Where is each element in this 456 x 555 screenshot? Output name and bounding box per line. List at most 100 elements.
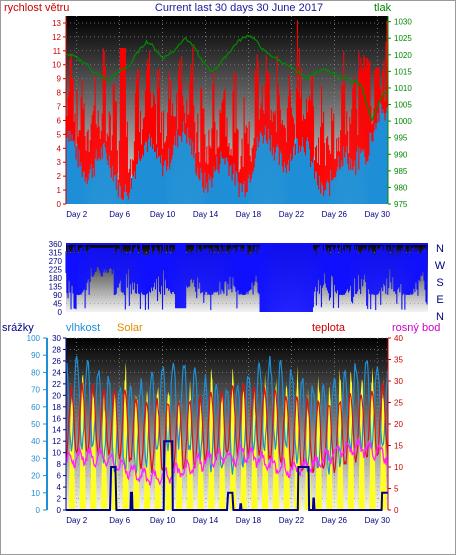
x-tick-label: Day 10 [150, 210, 176, 219]
compass-label: E [436, 294, 443, 306]
humidity-tick-label: 90 [31, 351, 40, 360]
rain-tick-label: 4 [57, 483, 62, 492]
humidity-tick-label: 10 [31, 489, 40, 498]
x-tick-label: Day 14 [193, 516, 219, 525]
x-tick-label: Day 30 [365, 210, 391, 219]
humidity-axis-label: vlhkost [66, 322, 100, 334]
wind-tick-label: 1 [57, 186, 62, 195]
direction-tick-label: 180 [49, 274, 63, 283]
wind-speed-axis-label: rychlost větru [4, 2, 69, 14]
solar-mark [218, 392, 226, 510]
wind-direction-area [65, 243, 428, 312]
temperature-tick-label: 5 [394, 485, 399, 494]
wind-tick-label: 6 [57, 116, 62, 125]
x-tick-label: Day 6 [109, 516, 130, 525]
pressure-tick-label: 1025 [394, 34, 412, 43]
solar-mark [347, 371, 355, 510]
pressure-axis-label: tlak [374, 2, 392, 14]
temperature-line [65, 382, 389, 474]
temperature-axis-ticks: 0 5 10 15 20 25 30 35 40 [388, 334, 403, 515]
rain-tick-label: 14 [52, 426, 61, 435]
temperature-tick-label: 15 [394, 442, 403, 451]
x-tick-label: Day 6 [109, 210, 130, 219]
rain-tick-label: 26 [52, 357, 61, 366]
humidity-tick-label: 40 [31, 437, 40, 446]
temperature-tick-label: 35 [394, 356, 403, 365]
rain-tick-label: 24 [52, 368, 61, 377]
x-tick-label: Day 2 [66, 516, 87, 525]
x-tick-label: Day 14 [193, 210, 219, 219]
rain-tick-label: 28 [52, 345, 61, 354]
compass-label: W [435, 260, 446, 272]
rain-tick-label: 6 [57, 472, 62, 481]
x-tick-label: Day 30 [365, 516, 391, 525]
wind-tick-label: 9 [57, 75, 62, 84]
temperature-tick-label: 40 [394, 334, 403, 343]
direction-tick-label: 45 [53, 300, 62, 309]
x-tick-label: Day 26 [322, 516, 348, 525]
humidity-tick-label: 0 [36, 506, 41, 515]
rain-tick-label: 0 [57, 506, 62, 515]
rain-tick-label: 18 [52, 403, 61, 412]
temperature-tick-label: 0 [394, 506, 399, 515]
humidity-tick-label: 100 [27, 334, 41, 343]
pressure-line [65, 34, 389, 122]
rain-tick-label: 10 [52, 449, 61, 458]
wind-tick-label: 3 [57, 158, 62, 167]
direction-tick-label: 225 [49, 266, 63, 275]
x-tick-label: Day 22 [279, 210, 305, 219]
pressure-tick-label: 1020 [394, 51, 412, 60]
chart-title: Current last 30 days 30 June 2017 [155, 2, 323, 14]
temperature-tick-label: 10 [394, 463, 403, 472]
rain-tick-label: 16 [52, 414, 61, 423]
wind-tick-label: 11 [53, 47, 62, 56]
humidity-tick-label: 70 [31, 386, 40, 395]
x-tick-label: Day 2 [66, 210, 87, 219]
direction-tick-label: 0 [58, 308, 63, 317]
pressure-tick-label: 1015 [394, 67, 412, 76]
x-tick-label: Day 10 [150, 516, 176, 525]
pressure-axis-ticks: 975 980 985 990 995 1000 1005 1010 1015 1020 1025 1… [388, 18, 412, 209]
pressure-tick-label: 1030 [394, 18, 412, 27]
rain-line [66, 440, 388, 511]
wind-tick-label: 7 [57, 103, 62, 112]
solar-mark [208, 368, 215, 510]
wind-tick-label: 10 [52, 61, 61, 70]
solar-axis-label: Solar [117, 322, 143, 334]
solar-mark [337, 368, 344, 510]
humidity-axis-ticks: 0 10 20 30 40 50 60 70 80 90 100 [27, 334, 47, 515]
pressure-tick-label: 1000 [394, 117, 412, 126]
rain-tick-label: 30 [52, 334, 61, 343]
compass-label: N [436, 311, 444, 323]
solar-mark [176, 400, 183, 510]
panel3-grid [66, 337, 388, 510]
pressure-tick-label: 975 [394, 200, 408, 209]
pressure-tick-label: 1005 [394, 101, 412, 110]
wind-tick-label: 2 [57, 172, 62, 181]
pressure-tick-label: 995 [394, 134, 408, 143]
dew-point-line [65, 437, 389, 486]
compass-label: N [436, 243, 444, 255]
direction-tick-label: 360 [49, 240, 63, 249]
wind-tick-label: 5 [57, 130, 62, 139]
rain-tick-label: 22 [52, 380, 61, 389]
solar-mark [326, 386, 333, 510]
rain-axis-label: srážky [2, 322, 34, 334]
x-tick-label: Day 22 [279, 516, 305, 525]
temperature-axis-label: teplota [312, 322, 346, 334]
humidity-tick-label: 20 [31, 472, 40, 481]
wind-tick-label: 12 [52, 33, 61, 42]
solar-mark [229, 368, 237, 510]
pressure-tick-label: 1010 [394, 84, 412, 93]
compass-label: S [436, 277, 443, 289]
panel3-x-ticks: Day 2 Day 6 Day 10 Day 14 Day 18 Day 22 Day 26… [66, 516, 390, 525]
x-tick-label: Day 18 [236, 210, 262, 219]
wind-tick-label: 0 [57, 200, 62, 209]
wind-tick-label: 4 [57, 144, 62, 153]
